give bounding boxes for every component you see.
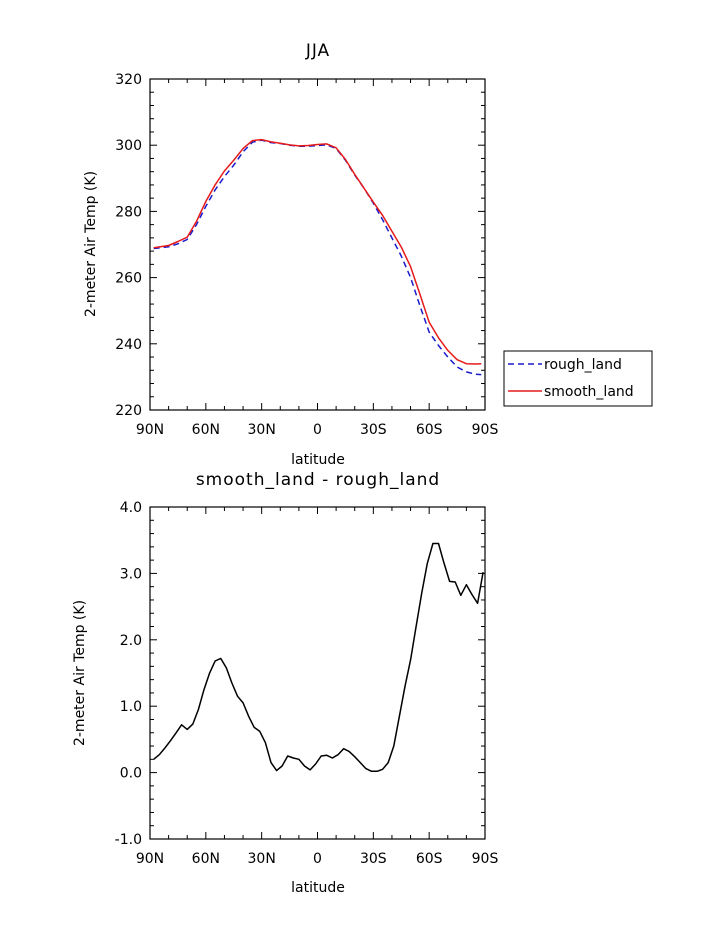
top-y-tick-label: 220 xyxy=(115,403,142,419)
top-series-line-rough-land xyxy=(153,139,482,376)
top-y-tick-label: 300 xyxy=(115,138,142,154)
bottom-y-tick-label: 4.0 xyxy=(120,500,142,516)
bottom-x-tick-label: 30S xyxy=(360,851,387,867)
bottom-x-axis-label: latitude xyxy=(291,880,345,896)
bottom-y-tick-label: 3.0 xyxy=(120,566,142,582)
bottom-x-tick-label: 0 xyxy=(313,851,322,867)
bottom-x-tick-label: 90S xyxy=(472,851,499,867)
bottom-x-tick-label: 30N xyxy=(248,851,276,867)
top-plot-frame xyxy=(149,78,486,411)
top-x-tick-label: 90S xyxy=(472,422,499,438)
top-series-line-smooth-land xyxy=(153,138,482,365)
legend: rough_land smooth_land xyxy=(503,350,653,407)
bottom-plot-frame xyxy=(149,506,486,840)
top-x-tick-label: 0 xyxy=(313,422,322,438)
bottom-y-tick-label: 0.0 xyxy=(120,766,142,782)
legend-box xyxy=(503,350,653,407)
legend-rough-land-label: rough_land xyxy=(544,357,622,373)
legend-smooth-land-label: smooth_land xyxy=(544,384,634,400)
bottom-series-lines xyxy=(153,542,484,773)
top-x-axis-label: latitude xyxy=(291,452,345,468)
top-chart-panel: JJA 90N 60N 30N 0 30S 60S 90S 220 240 260 280 300 32… xyxy=(83,41,653,468)
bottom-x-tick-label: 90N xyxy=(136,851,164,867)
top-ticks: 90N 60N 30N 0 30S 60S 90S 220 240 260 280 300 320 xyxy=(115,72,498,438)
bottom-chart-panel: smooth_land - rough_land 90N 60N 30N 0 30S 60… xyxy=(72,470,498,896)
bottom-y-tick-label: 2.0 xyxy=(120,633,142,649)
top-y-tick-label: 240 xyxy=(115,337,142,353)
top-y-axis-label: 2-meter Air Temp (K) xyxy=(83,171,99,317)
bottom-y-tick-label: -1.0 xyxy=(115,832,142,848)
top-chart-title: JJA xyxy=(305,41,330,61)
bottom-chart-title: smooth_land - rough_land xyxy=(196,470,440,490)
top-x-tick-label: 30S xyxy=(360,422,387,438)
bottom-y-axis-label: 2-meter Air Temp (K) xyxy=(72,600,88,746)
top-y-tick-label: 280 xyxy=(115,204,142,220)
top-y-tick-label: 260 xyxy=(115,271,142,287)
bottom-x-tick-label: 60N xyxy=(192,851,220,867)
bottom-y-tick-label: 1.0 xyxy=(120,699,142,715)
bottom-ticks: 90N 60N 30N 0 30S 60S 90S -1.0 0.0 1.0 2.0 3.0 4.0 xyxy=(115,500,499,867)
top-series-lines xyxy=(153,138,482,376)
top-x-tick-label: 60S xyxy=(416,422,443,438)
bottom-series-line-difference xyxy=(153,542,484,773)
top-x-tick-label: 30N xyxy=(248,422,276,438)
top-x-tick-label: 90N xyxy=(136,422,164,438)
top-y-tick-label: 320 xyxy=(115,72,142,88)
top-x-tick-label: 60N xyxy=(192,422,220,438)
bottom-x-tick-label: 60S xyxy=(416,851,443,867)
